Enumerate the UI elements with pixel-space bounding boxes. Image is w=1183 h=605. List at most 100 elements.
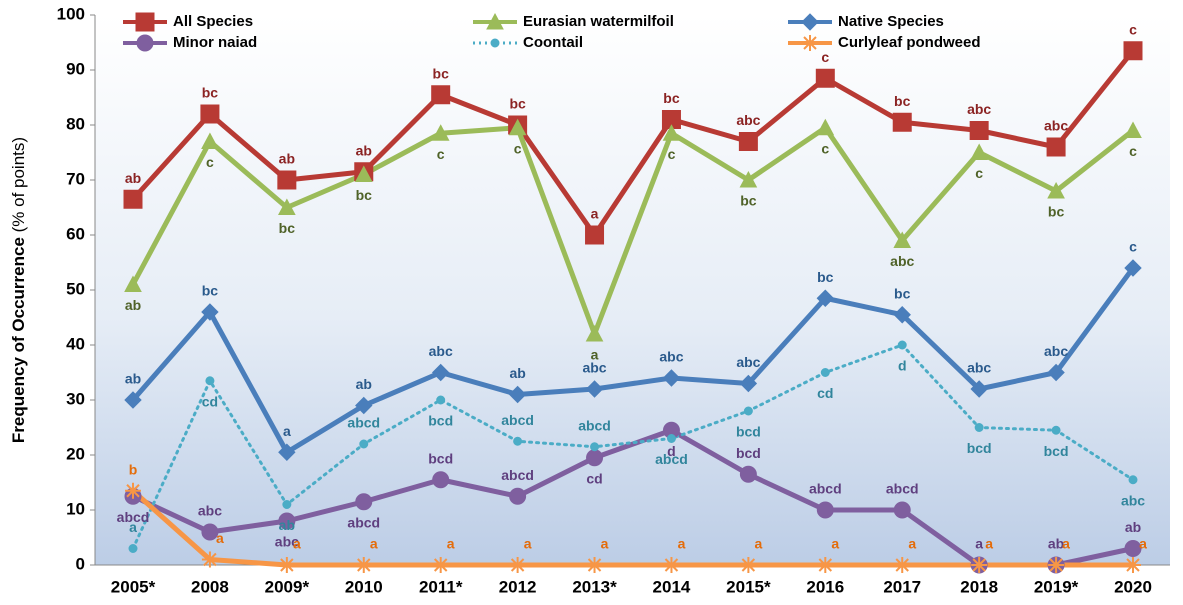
legend-label: Native Species (838, 13, 944, 30)
significance-letter: a (293, 536, 301, 552)
x-tick-label: 2014 (653, 577, 691, 596)
significance-letter: abc (736, 354, 760, 370)
significance-letter: bc (202, 283, 219, 299)
significance-letter: bcd (428, 413, 453, 429)
significance-letter: bc (740, 193, 757, 209)
series-line (130, 48, 1136, 238)
x-tick-label: 2020 (1114, 577, 1152, 596)
series-line (130, 427, 1136, 568)
marker (278, 512, 296, 530)
significance-letter: c (437, 146, 445, 162)
legend-label: All Species (173, 13, 253, 30)
marker (123, 189, 143, 209)
significance-letter: c (821, 140, 829, 156)
y-tick-label: 80 (66, 114, 85, 133)
marker (897, 340, 907, 350)
marker (205, 376, 215, 386)
significance-letter: ab (125, 170, 141, 186)
significance-letter: a (754, 536, 762, 552)
marker (201, 303, 219, 321)
marker (1124, 259, 1142, 277)
marker (354, 165, 373, 182)
marker (815, 68, 835, 88)
y-tick-label: 60 (66, 224, 85, 243)
marker (585, 324, 604, 342)
significance-letter: ab (509, 365, 525, 381)
significance-letter: bc (433, 65, 450, 81)
significance-letter: abc (1044, 343, 1068, 359)
significance-letter: abcd (501, 412, 534, 428)
significance-letter: cd (817, 385, 833, 401)
marker (431, 85, 451, 105)
marker (662, 124, 681, 141)
marker (586, 449, 604, 467)
significance-letter: ab (125, 371, 141, 387)
marker (432, 471, 450, 489)
legend-label: Minor naiad (173, 34, 257, 51)
marker (1047, 363, 1065, 382)
marker (201, 551, 218, 568)
significance-letter: c (1129, 143, 1137, 159)
marker (355, 557, 372, 573)
marker (816, 289, 835, 307)
marker (585, 380, 604, 398)
marker (739, 465, 757, 483)
x-tick-label: 2019* (1034, 577, 1079, 596)
marker (894, 557, 911, 573)
significance-letter: a (591, 206, 599, 222)
marker (436, 395, 446, 405)
significance-letter: bc (1048, 204, 1065, 220)
marker (739, 170, 758, 188)
marker (1046, 137, 1066, 157)
marker (359, 439, 369, 449)
x-tick-label: 2017 (883, 577, 921, 596)
marker (738, 132, 758, 151)
marker (277, 170, 297, 190)
x-tick-label: 2012 (499, 577, 537, 596)
marker (432, 557, 449, 573)
significance-letter: bc (663, 90, 680, 106)
marker (490, 38, 500, 48)
marker (431, 363, 450, 382)
marker (739, 374, 758, 393)
significance-letter: abc (659, 349, 683, 365)
marker (817, 557, 834, 573)
marker (513, 436, 523, 446)
significance-letter: a (831, 536, 839, 552)
y-tick-label: 10 (66, 499, 85, 518)
significance-letter: abcd (809, 481, 842, 497)
marker (508, 385, 527, 404)
marker (124, 275, 142, 292)
marker (125, 482, 141, 499)
marker (431, 124, 450, 141)
marker (802, 35, 818, 51)
significance-letter: abcd (655, 451, 688, 467)
significance-letter: c (1129, 239, 1137, 255)
marker (666, 434, 676, 443)
series-line (130, 265, 1136, 455)
marker (663, 557, 680, 573)
x-tick-label: 2005* (111, 577, 156, 596)
significance-letter: a (370, 536, 378, 552)
significance-letter: a (129, 519, 137, 535)
significance-letter: ab (1048, 536, 1064, 552)
significance-letter: cd (586, 470, 602, 486)
x-tick-label: 2013* (572, 577, 617, 596)
significance-letter: abcd (886, 481, 919, 497)
significance-letter: ab (279, 517, 295, 533)
marker (816, 118, 835, 136)
significance-letter: a (447, 536, 455, 552)
significance-letter: abc (198, 503, 222, 519)
significance-letter: ab (356, 376, 372, 392)
significance-letter: a (678, 536, 686, 552)
significance-letter: abc (736, 112, 760, 128)
significance-letter: abc (967, 360, 991, 376)
significance-letter: bcd (736, 445, 761, 461)
significance-letter: abcd (501, 467, 534, 483)
y-tick-label: 50 (66, 279, 85, 298)
marker (1124, 540, 1142, 557)
marker (816, 501, 834, 519)
significance-letter: a (283, 423, 291, 439)
legend-label: Eurasian watermilfoil (523, 13, 674, 30)
marker (124, 391, 142, 409)
